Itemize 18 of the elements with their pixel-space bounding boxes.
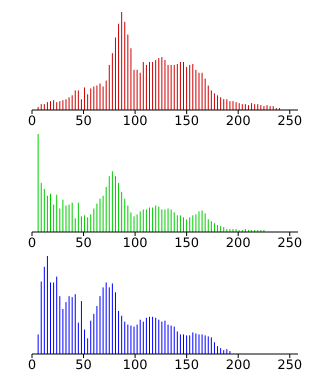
- x-tick-label: 100: [122, 236, 148, 252]
- x-tick-label: 100: [122, 114, 148, 130]
- x-tick-label: 250: [277, 236, 302, 252]
- x-tick-label: 250: [277, 114, 302, 130]
- x-tick-label: 150: [174, 236, 200, 252]
- x-tick-label: 50: [75, 236, 92, 252]
- x-tick-label: 150: [174, 358, 200, 374]
- x-tick-label: 50: [75, 114, 92, 130]
- x-tick-label: 100: [122, 358, 148, 374]
- x-tick-label: 250: [277, 358, 302, 374]
- x-tick-label: 200: [226, 358, 251, 374]
- x-tick-label: 50: [75, 358, 92, 374]
- x-tick-label: 200: [226, 114, 251, 130]
- x-tick-label: 200: [226, 236, 251, 252]
- x-tick-label: 0: [28, 358, 36, 374]
- x-tick-label: 0: [28, 114, 36, 130]
- x-tick-label: 0: [28, 236, 36, 252]
- x-tick-label: 150: [174, 114, 200, 130]
